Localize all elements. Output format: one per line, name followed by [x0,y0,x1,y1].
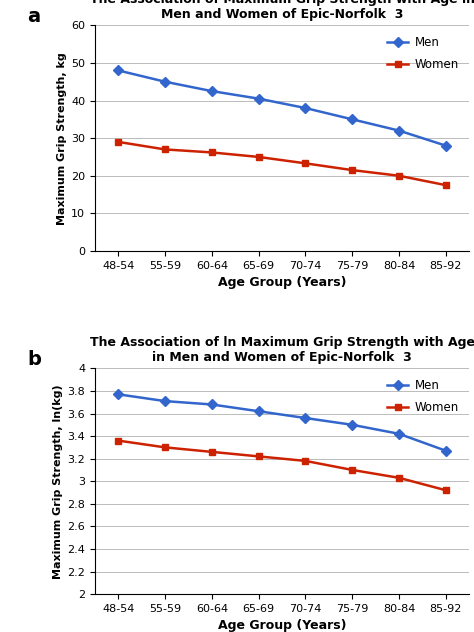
Women [302,159,308,167]
Text: b: b [27,350,41,369]
Women [443,487,449,494]
Men [302,104,308,112]
Women [162,444,168,451]
Men [396,430,402,437]
Men [162,398,168,405]
Men [349,421,355,428]
Women [209,149,215,156]
Women [162,145,168,153]
Men [209,87,215,95]
Men [396,127,402,135]
Women [443,181,449,189]
Y-axis label: Maximum Grip Strength, kg: Maximum Grip Strength, kg [57,52,67,224]
Line: Men: Men [115,391,449,454]
Legend: Men, Women: Men, Women [383,374,464,419]
Text: a: a [27,7,40,26]
Men [349,116,355,123]
Title: The Association of ln Maximum Grip Strength with Age
in Men and Women of Epic-No: The Association of ln Maximum Grip Stren… [90,336,474,365]
Men [115,66,121,74]
Legend: Men, Women: Men, Women [383,31,464,76]
Men [209,401,215,408]
Line: Women: Women [115,138,449,188]
Men [256,408,262,415]
Women [349,466,355,474]
Women [302,457,308,465]
Women [115,437,121,444]
X-axis label: Age Group (Years): Age Group (Years) [218,276,346,289]
Women [396,474,402,482]
Men [443,142,449,149]
Y-axis label: Maximum Grip Strength, ln(kg): Maximum Grip Strength, ln(kg) [53,384,63,578]
Men [115,391,121,398]
Men [162,78,168,85]
Line: Women: Women [115,437,449,494]
Men [256,95,262,102]
Women [256,153,262,161]
Women [209,448,215,456]
Women [396,172,402,179]
Women [256,453,262,460]
Men [443,447,449,454]
Women [115,138,121,146]
Men [302,414,308,422]
X-axis label: Age Group (Years): Age Group (Years) [218,619,346,632]
Title: The Association of Maximum Grip Strength with Age in
Men and Women of Epic-Norfo: The Association of Maximum Grip Strength… [90,0,474,21]
Women [349,166,355,174]
Line: Men: Men [115,67,449,149]
